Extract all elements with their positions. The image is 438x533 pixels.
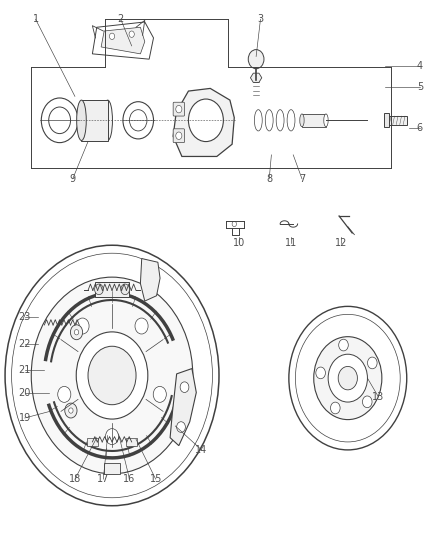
Circle shape	[41, 98, 78, 143]
Bar	[104, 463, 120, 474]
Text: 8: 8	[266, 174, 272, 184]
Bar	[127, 438, 137, 446]
Text: 17: 17	[97, 474, 110, 484]
Text: 6: 6	[417, 123, 423, 133]
FancyBboxPatch shape	[173, 102, 184, 116]
Circle shape	[88, 346, 136, 405]
Circle shape	[339, 339, 348, 351]
Circle shape	[121, 284, 130, 295]
Ellipse shape	[265, 110, 273, 131]
Text: 7: 7	[299, 174, 305, 184]
Text: 18: 18	[69, 474, 81, 484]
Bar	[387, 116, 407, 125]
Bar	[302, 114, 326, 127]
Bar	[87, 438, 98, 446]
Text: 5: 5	[417, 82, 423, 92]
Polygon shape	[170, 368, 196, 446]
Text: 12: 12	[335, 238, 347, 247]
Text: 11: 11	[285, 238, 297, 247]
Text: 23: 23	[18, 312, 31, 322]
Text: 13: 13	[372, 392, 385, 402]
Circle shape	[232, 221, 237, 227]
Text: 4: 4	[417, 61, 423, 70]
Circle shape	[49, 107, 71, 134]
Circle shape	[76, 332, 148, 419]
Ellipse shape	[324, 114, 328, 127]
Circle shape	[74, 329, 79, 335]
Polygon shape	[92, 22, 153, 59]
Circle shape	[76, 318, 89, 334]
Circle shape	[58, 386, 71, 402]
Circle shape	[331, 402, 340, 414]
Bar	[384, 114, 389, 127]
Circle shape	[71, 325, 83, 340]
Circle shape	[328, 354, 367, 402]
Circle shape	[363, 396, 372, 408]
Polygon shape	[173, 88, 234, 157]
Text: 15: 15	[149, 474, 162, 484]
Circle shape	[65, 403, 77, 418]
Circle shape	[135, 318, 148, 334]
Text: 16: 16	[124, 474, 136, 484]
Circle shape	[69, 408, 73, 413]
Circle shape	[314, 337, 382, 419]
Circle shape	[123, 102, 153, 139]
Circle shape	[177, 422, 185, 432]
Circle shape	[106, 429, 119, 445]
Text: 19: 19	[18, 413, 31, 423]
Circle shape	[180, 382, 189, 392]
Bar	[81, 100, 108, 141]
Text: 20: 20	[18, 388, 31, 398]
Circle shape	[289, 306, 407, 450]
Circle shape	[129, 31, 134, 37]
Circle shape	[295, 314, 400, 442]
Ellipse shape	[77, 100, 86, 141]
Polygon shape	[141, 259, 160, 301]
Text: 14: 14	[195, 445, 208, 455]
Circle shape	[110, 33, 115, 39]
Text: 21: 21	[18, 365, 31, 375]
Ellipse shape	[300, 114, 304, 127]
Text: 3: 3	[258, 14, 264, 25]
Circle shape	[188, 99, 223, 142]
Circle shape	[130, 110, 147, 131]
Circle shape	[12, 253, 212, 498]
Ellipse shape	[276, 110, 284, 131]
Text: 9: 9	[70, 174, 76, 184]
Text: 22: 22	[18, 338, 31, 349]
Bar	[95, 282, 129, 297]
Circle shape	[248, 50, 264, 69]
Circle shape	[153, 386, 166, 402]
Polygon shape	[251, 73, 262, 83]
Circle shape	[31, 277, 193, 474]
Text: 2: 2	[118, 14, 124, 25]
Ellipse shape	[103, 100, 113, 141]
Polygon shape	[101, 27, 145, 54]
Circle shape	[367, 357, 377, 369]
Ellipse shape	[287, 110, 295, 131]
Circle shape	[5, 245, 219, 506]
FancyBboxPatch shape	[173, 129, 184, 143]
Text: 1: 1	[32, 14, 39, 25]
Ellipse shape	[254, 110, 262, 131]
Circle shape	[338, 367, 357, 390]
Circle shape	[95, 284, 103, 295]
Circle shape	[176, 132, 182, 140]
Circle shape	[316, 367, 325, 379]
Circle shape	[176, 106, 182, 113]
Text: 10: 10	[233, 238, 245, 247]
